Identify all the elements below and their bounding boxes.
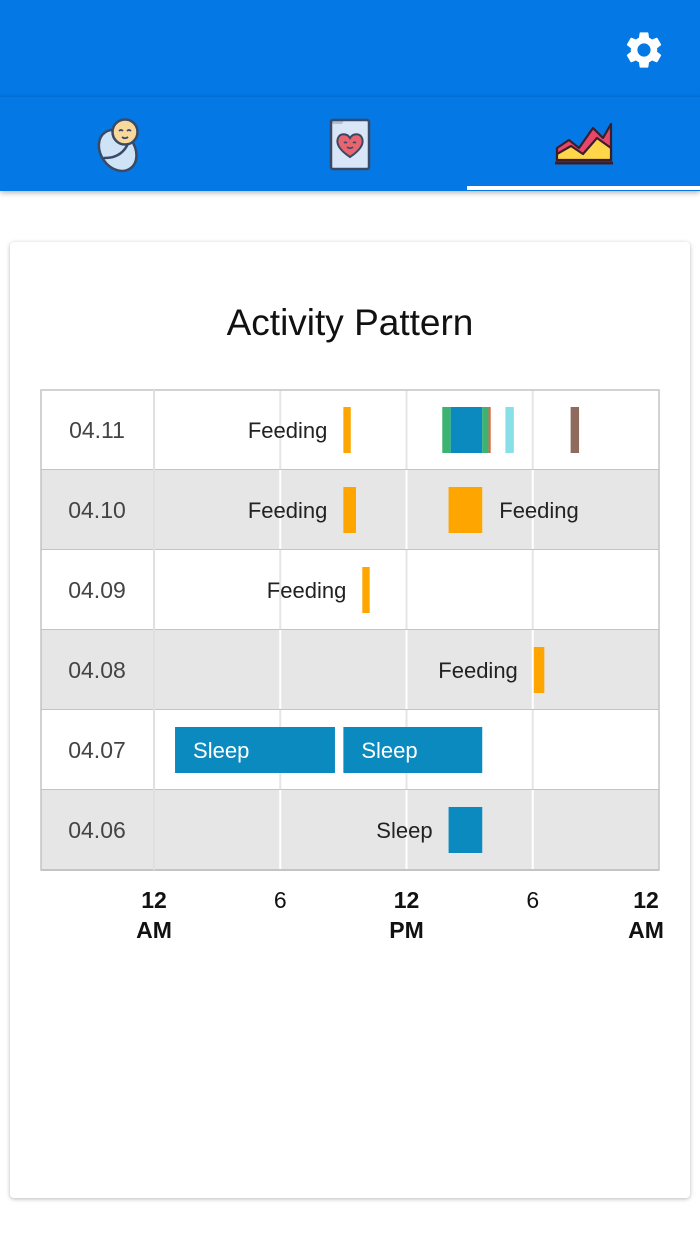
active-tab-indicator: [467, 186, 700, 190]
heart-card-icon: [329, 118, 370, 171]
timeline-row-bg: [41, 630, 659, 710]
tab-baby[interactable]: [0, 97, 233, 191]
activity-label: Sleep: [193, 738, 249, 763]
x-tick-label: 12: [633, 887, 659, 913]
row-date-label: 04.06: [68, 817, 126, 843]
row-date-label: 04.07: [68, 737, 126, 763]
activity-bar-bath: [505, 407, 514, 453]
swaddled-baby-icon: [97, 118, 139, 173]
chart-title: Activity Pattern: [226, 302, 474, 343]
app-bar: [0, 0, 700, 96]
area-chart-icon: [554, 122, 613, 165]
activity-label: Sleep: [376, 818, 432, 843]
activity-bar-diaper: [482, 407, 489, 453]
activity-label: Feeding: [438, 658, 518, 683]
activity-bar-diaper: [442, 407, 451, 453]
x-tick-label: PM: [389, 917, 424, 943]
activity-bar-feeding: [533, 647, 545, 693]
activity-bar-tummy: [488, 407, 491, 453]
timeline-row-bg: [41, 790, 659, 870]
x-tick-label: 12: [394, 887, 420, 913]
gear-icon: [626, 32, 662, 68]
activity-bar-sleep: [450, 407, 483, 453]
activity-bar-sleep: [448, 807, 483, 853]
activity-label: Feeding: [267, 578, 347, 603]
activity-label: Feeding: [499, 498, 579, 523]
activity-label: Feeding: [248, 498, 328, 523]
activity-bar-feeding: [362, 567, 370, 613]
tab-stats[interactable]: [467, 97, 700, 191]
tab-bar: [0, 96, 700, 191]
activity-bar-feeding: [343, 407, 351, 453]
tab-journal[interactable]: [233, 97, 466, 191]
timeline-border: [40, 389, 660, 871]
row-date-label: 04.09: [68, 577, 126, 603]
row-date-label: 04.11: [69, 417, 125, 443]
activity-bar-feeding: [448, 487, 483, 533]
x-tick-label: 6: [526, 887, 539, 913]
timeline-row-bg: [41, 550, 659, 630]
row-date-label: 04.10: [68, 497, 126, 523]
activity-label: Sleep: [361, 738, 417, 763]
settings-button[interactable]: [622, 28, 666, 72]
x-tick-label: AM: [628, 917, 664, 943]
row-date-label: 04.08: [68, 657, 126, 683]
x-tick-label: 12: [141, 887, 167, 913]
activity-label: Feeding: [248, 418, 328, 443]
activity-bar-sleep: [343, 727, 483, 773]
x-tick-label: 6: [274, 887, 287, 913]
activity-bar-feeding: [343, 487, 356, 533]
activity-bar-other: [570, 407, 580, 453]
activity-bar-sleep: [175, 727, 335, 773]
x-tick-label: AM: [136, 917, 172, 943]
